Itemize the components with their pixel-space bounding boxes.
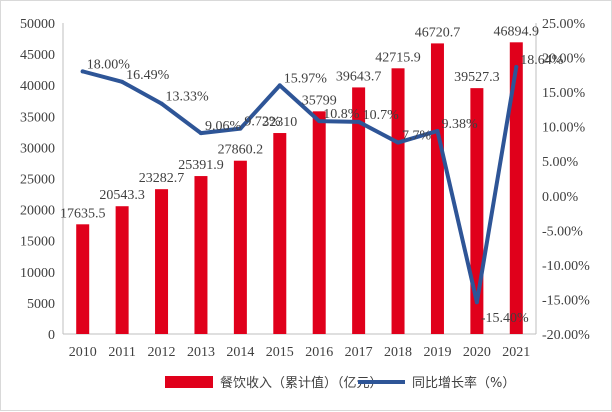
y-right-tick-label: 0.00% [542, 190, 579, 205]
legend-line-label: 同比增长率（%） [412, 375, 515, 391]
x-tick-label: 2018 [384, 345, 412, 360]
y-left-tick-label: 50000 [20, 17, 55, 32]
x-tick-label: 2011 [108, 345, 135, 360]
line-point [514, 64, 519, 69]
line-data-label: 9.72% [244, 115, 281, 130]
line-data-label: 18.00% [87, 57, 131, 72]
y-right-tick-label: -5.00% [542, 224, 583, 239]
bar-data-label: 39527.3 [454, 70, 500, 85]
bar [312, 111, 326, 334]
line-point [159, 101, 164, 106]
y-left-tick-label: 45000 [20, 48, 55, 63]
y-right-tick-label: 5.00% [542, 155, 579, 170]
bar [391, 68, 405, 334]
bar-data-label: 17635.5 [60, 206, 106, 221]
y-right-tick-label: 15.00% [542, 86, 586, 101]
bar-data-label: 32310 [262, 115, 297, 130]
y-right-tick-label: 10.00% [542, 121, 586, 136]
x-tick-label: 2017 [345, 345, 373, 360]
growth-rate-line [80, 64, 519, 305]
bar-data-label: 46720.7 [415, 25, 461, 40]
bar [352, 87, 366, 334]
legend: 餐饮收入（累计值）（亿元） 同比增长率（%） [165, 375, 515, 391]
line-data-label: 16.49% [126, 68, 170, 83]
y-right-tick-label: 25.00% [542, 17, 586, 32]
bar [273, 133, 287, 334]
bar-data-label: 39643.7 [336, 69, 382, 84]
line-data-label: 9.06% [205, 119, 242, 134]
x-tick-label: 2015 [266, 345, 294, 360]
y-left-tick-label: 10000 [20, 266, 55, 281]
line-data-label: 9.38% [441, 117, 478, 132]
bar-data-label: 35799 [302, 93, 337, 108]
bar [76, 224, 90, 334]
line-series [80, 64, 519, 305]
y-left-tick-label: 20000 [20, 204, 55, 219]
bar [233, 160, 247, 334]
line-data-labels: 18.00%16.49%13.33%9.06% 9.72%15.97%10.8% 1… [87, 53, 564, 326]
line-point [277, 83, 282, 88]
line-data-label: 18.64% [520, 53, 564, 68]
y-left-tick-label: 0 [48, 328, 55, 343]
line-data-label: 13.33% [166, 90, 210, 105]
bar-data-label: 20543.3 [99, 188, 145, 203]
line-data-label: 15.97% [284, 71, 328, 86]
y-right-tick-label: -10.00% [542, 259, 590, 274]
line-point [80, 69, 85, 74]
line-point [120, 79, 125, 84]
x-tick-label: 2019 [423, 345, 451, 360]
y-left-tick-label: 40000 [20, 79, 55, 94]
line-point [396, 140, 401, 145]
legend-bar-swatch [165, 376, 213, 388]
line-data-label: 10.7% [363, 108, 400, 123]
y-right-tick-label: -20.00% [542, 328, 590, 343]
bar-data-label: 23282.7 [139, 171, 185, 186]
x-tick-label: 2016 [305, 345, 333, 360]
line-point [317, 119, 322, 124]
x-tick-label: 2013 [187, 345, 215, 360]
line-data-label: 10.8% [323, 107, 360, 122]
x-tick-label: 2014 [226, 345, 254, 360]
line-data-label: -15.40% [481, 311, 529, 326]
line-point [198, 131, 203, 136]
y-left-tick-label: 25000 [20, 173, 55, 188]
legend-bar-label: 餐饮收入（累计值）（亿元） [220, 375, 383, 391]
y-left-tick-label: 30000 [20, 141, 55, 156]
y-left-tick-label: 35000 [20, 110, 55, 125]
x-tick-label: 2012 [148, 345, 176, 360]
bar [155, 189, 169, 334]
bar-data-label: 46894.9 [494, 24, 540, 39]
y-left-tick-label: 15000 [20, 235, 55, 250]
y-left-axis: 0 5000 10000 15000 20000 25000 30000 35000 40000… [20, 17, 64, 343]
y-right-tick-label: 20.00% [542, 52, 586, 67]
bar [115, 206, 129, 334]
x-axis: 2010 2011 2012 2013 2014 2015 2016 2017 2018 2019… [63, 333, 536, 360]
bar [194, 176, 208, 334]
line-point [474, 300, 479, 305]
y-left-tick-label: 5000 [27, 297, 55, 312]
line-data-label: 7.7% [402, 129, 432, 144]
bar-data-label: 27860.2 [218, 143, 264, 158]
y-right-tick-label: -15.00% [542, 293, 590, 308]
x-tick-label: 2010 [69, 345, 97, 360]
x-tick-label: 2020 [463, 345, 491, 360]
line-point [435, 128, 440, 133]
bar [430, 43, 444, 334]
bar-data-label: 25391.9 [178, 158, 224, 173]
line-point [356, 119, 361, 124]
bar [509, 42, 523, 334]
bar-data-label: 42715.9 [375, 50, 421, 65]
x-tick-label: 2021 [502, 345, 530, 360]
y-right-axis: -20.00% -15.00% -10.00% -5.00% 0.00% 5.00% 10.… [535, 17, 590, 343]
line-point [238, 126, 243, 131]
